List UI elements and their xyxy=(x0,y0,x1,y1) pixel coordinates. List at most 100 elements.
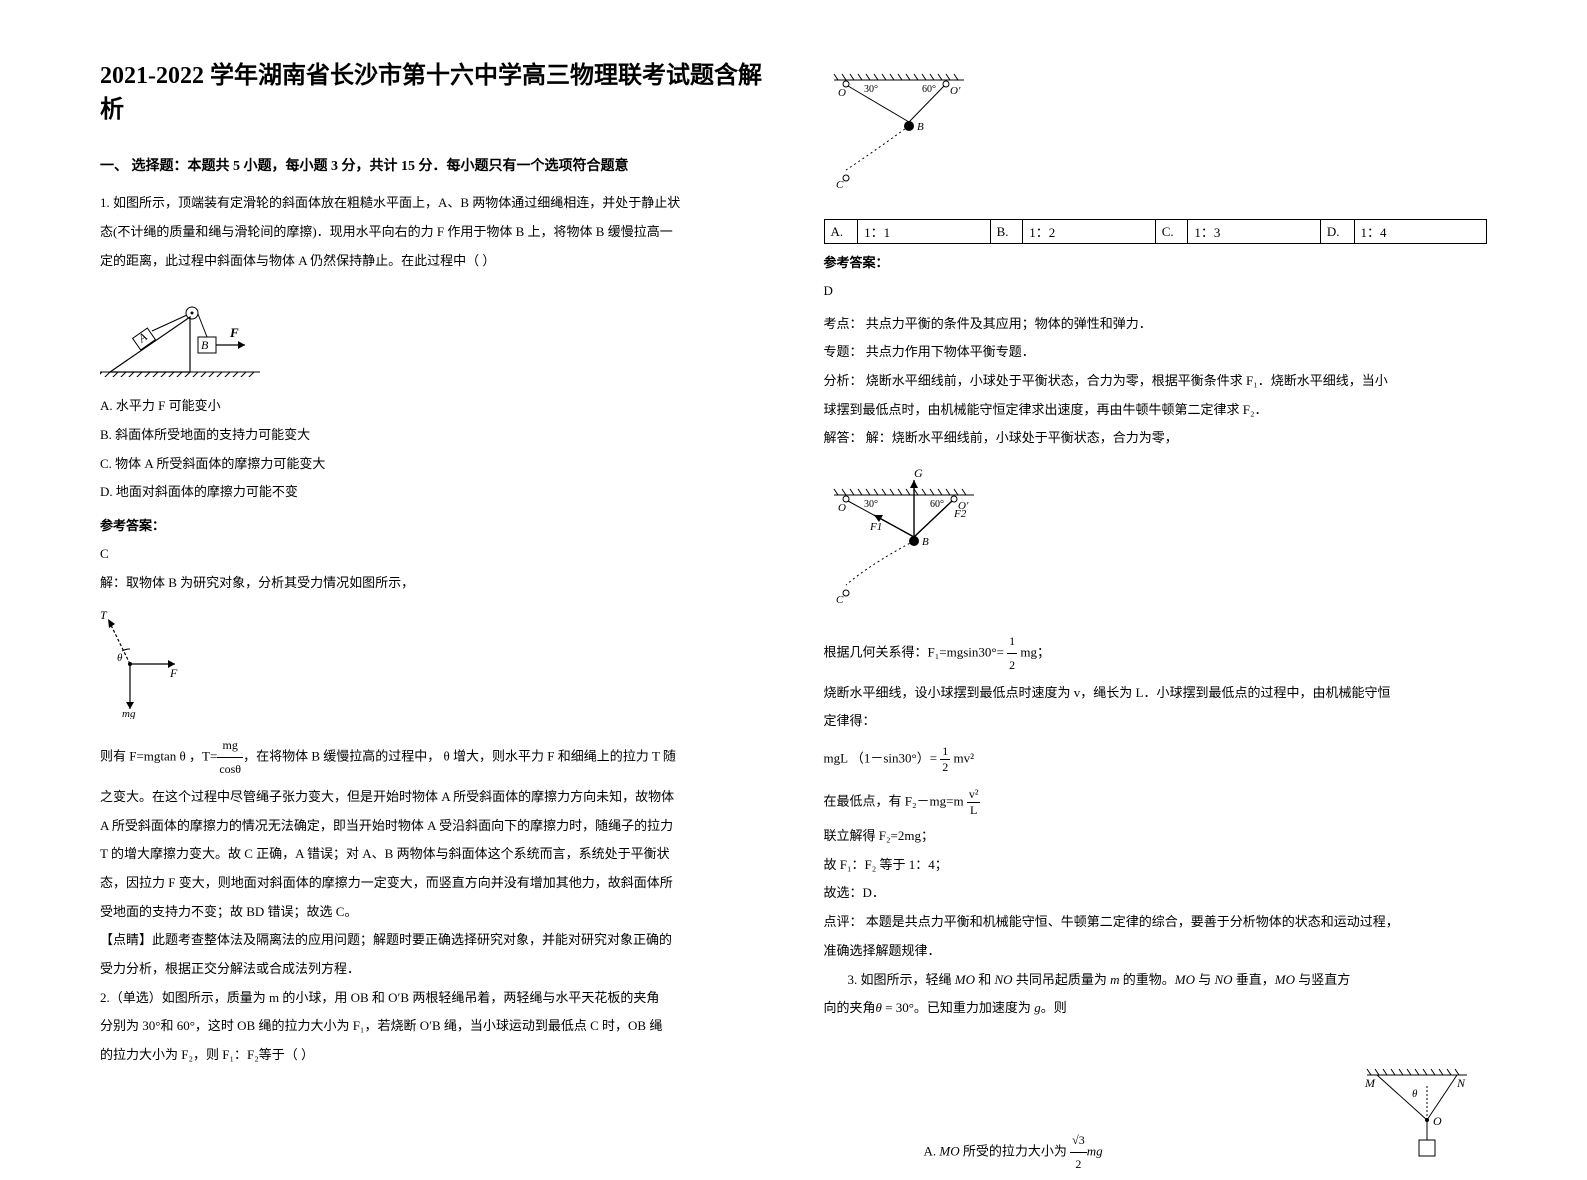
svg-text:A: A xyxy=(135,330,150,347)
svg-text:F2: F2 xyxy=(953,508,967,520)
q3-stem-line: 向的夹角θ = 30°。已知重力加速度为 g。则 xyxy=(824,996,1488,1021)
svg-text:θ: θ xyxy=(1412,1088,1418,1100)
svg-text:θ: θ xyxy=(117,652,123,664)
q1-explanation-line: 则有 F=mgtan θ ，T=mgcosθ，在将物体 B 缓慢拉高的过程中， … xyxy=(100,734,764,781)
svg-text:O: O xyxy=(1433,1114,1442,1128)
svg-text:B: B xyxy=(201,338,209,352)
table-cell: A. xyxy=(824,220,858,244)
q2-explanation-line: 烧断水平细线，设小球摆到最低点时速度为 v，绳长为 L．小球摆到最低点的过程中，… xyxy=(824,681,1488,706)
text-fragment: MO xyxy=(1175,972,1195,987)
q2-formula: mgL （1－sin30°）= 12 mv² xyxy=(824,744,1488,775)
svg-text:F: F xyxy=(169,666,178,680)
denominator: L xyxy=(967,803,981,818)
q2-stem-line: 的拉力大小为 F₂，则 F₁：F₂等于（ ） xyxy=(100,1043,764,1068)
fraction: v²L xyxy=(967,787,981,818)
svg-text:C: C xyxy=(836,179,844,191)
table-cell: 1：4 xyxy=(1354,220,1487,244)
q1-force-diagram: mg F T θ xyxy=(100,609,764,724)
q2-stem-line: 2.（单选）如图所示，质量为 m 的小球，用 OB 和 O′B 两根轻绳吊着，两… xyxy=(100,986,764,1011)
numerator: 1 xyxy=(1007,630,1017,654)
svg-text:mg: mg xyxy=(122,708,136,719)
q2-answer: D xyxy=(824,279,1488,304)
section-1-header: 一、 选择题：本题共 5 小题，每小题 3 分，共计 15 分．每小题只有一个选… xyxy=(100,155,764,175)
q1-explanation-line: T 的增大摩擦力变大。故 C 正确，A 错误；对 A、B 两物体与斜面体这个系统… xyxy=(100,842,764,867)
fraction: mgcosθ xyxy=(217,734,243,781)
text-fragment: 。则 xyxy=(1041,1000,1067,1015)
q2-force-diagram: G O O' 30° 60° B F1 F2 xyxy=(824,465,1488,620)
left-column: 2021-2022 学年湖南省长沙市第十六中学高三物理联考试题含解析 一、 选择… xyxy=(100,60,764,1062)
text-fragment: 的重物。 xyxy=(1119,972,1174,987)
q1-explanation-line: 【点睛】此题考查整体法及隔离法的应用问题；解题时要正确选择研究对象，并能对研究对… xyxy=(100,928,764,953)
text-fragment: 在最低点，有 F₂－mg=m xyxy=(824,794,967,809)
q2-explanation-line: 球摆到最低点时，由机械能守恒定律求出速度，再由牛顿牛顿第二定律求 F₂． xyxy=(824,398,1488,423)
numerator: mg xyxy=(217,734,243,758)
q1-incline-diagram: A B F xyxy=(100,287,764,382)
q1-explanation-line: 受力分析，根据正交分解法或合成法列方程． xyxy=(100,957,764,982)
text-fragment: 向的夹角 xyxy=(824,1000,876,1015)
q2-explanation-line: 根据几何关系得：F₁=mgsin30°= 12 mg； xyxy=(824,630,1488,677)
text-fragment: mgL （1－sin30°）= xyxy=(824,751,941,766)
text-fragment: 3. 如图所示，轻绳 xyxy=(848,972,955,987)
q1-option-a: A. 水平力 F 可能变小 xyxy=(100,394,764,419)
denominator: 2 xyxy=(940,760,950,775)
q1-option-c: C. 物体 A 所受斜面体的摩擦力可能变大 xyxy=(100,452,764,477)
text-fragment: mv² xyxy=(950,751,974,766)
text-fragment: mg xyxy=(1087,1144,1103,1159)
q2-explanation-line: 准确选择解题规律． xyxy=(824,939,1488,964)
q1-option-b: B. 斜面体所受地面的支持力可能变大 xyxy=(100,423,764,448)
svg-text:30°: 30° xyxy=(864,499,878,510)
text-fragment: = 30°。已知重力加速度为 xyxy=(882,1000,1034,1015)
right-column: O O' 30° 60° B C A. 1：1 B. 1：2 C. 1：3 D.… xyxy=(824,60,1488,1062)
q3-option-a: A. MO 所受的拉力大小为 √32mg xyxy=(924,1129,1103,1176)
q1-explanation-line: 之变大。在这个过程中尽管绳子张力变大，但是开始时物体 A 所受斜面体的摩擦力方向… xyxy=(100,785,764,810)
text-fragment: 垂直， xyxy=(1233,972,1275,987)
q2-options-table: A. 1：1 B. 1：2 C. 1：3 D. 1：4 xyxy=(824,219,1488,244)
numerator: v² xyxy=(967,787,981,803)
text-fragment: mg； xyxy=(1017,644,1050,659)
q3-stem-line: 3. 如图所示，轻绳 MO 和 NO 共同吊起质量为 m 的重物。MO 与 NO… xyxy=(848,968,1488,993)
q2-explanation-line: 定律得： xyxy=(824,709,1488,734)
text-fragment: A. xyxy=(924,1144,940,1159)
q1-explanation-line: A 所受斜面体的摩擦力的情况无法确定，即当开始时物体 A 受沿斜面向下的摩擦力时… xyxy=(100,814,764,839)
q1-answer-label: 参考答案： xyxy=(100,515,764,534)
q2-explanation-line: 解答： 解：烧断水平细线前，小球处于平衡状态，合力为零， xyxy=(824,426,1488,451)
svg-text:N: N xyxy=(1456,1076,1466,1090)
text-fragment: 与竖直方 xyxy=(1295,972,1350,987)
q1-explanation-line: 态，因拉力 F 变大，则地面对斜面体的摩擦力一定变大，而竖直方向并没有增加其他力… xyxy=(100,871,764,896)
svg-text:30°: 30° xyxy=(864,84,878,95)
fraction: 12 xyxy=(940,744,950,775)
text-fragment: MO xyxy=(955,972,975,987)
text-fragment: 和 xyxy=(975,972,995,987)
table-cell: C. xyxy=(1155,220,1188,244)
fraction: √32 xyxy=(1070,1129,1087,1176)
q2-explanation-line: 考点： 共点力平衡的条件及其应用；物体的弹性和弹力． xyxy=(824,312,1488,337)
q1-stem-line: 1. 如图所示，顶端装有定滑轮的斜面体放在粗糙水平面上，A、B 两物体通过细绳相… xyxy=(100,191,764,216)
text-fragment: MO xyxy=(1275,972,1295,987)
table-cell: B. xyxy=(990,220,1023,244)
q2-pendulum-diagram: O O' 30° 60° B C xyxy=(824,70,1488,205)
q1-explanation-line: 受地面的支持力不变；故 BD 错误；故选 C。 xyxy=(100,900,764,925)
q1-explanation-line: 解：取物体 B 为研究对象，分析其受力情况如图所示， xyxy=(100,571,764,596)
q2-explanation-line: 联立解得 F₂=2mg； xyxy=(824,824,1488,849)
text-fragment: ，在将物体 B 缓慢拉高的过程中， θ 增大，则水平力 F 和细绳上的拉力 T … xyxy=(243,749,676,764)
table-cell: 1：1 xyxy=(858,220,991,244)
q2-explanation-line: 故选：D． xyxy=(824,881,1488,906)
svg-text:F: F xyxy=(229,325,239,340)
text-fragment: 根据几何关系得：F₁=mgsin30°= xyxy=(824,644,1008,659)
svg-text:T: T xyxy=(100,609,108,622)
q1-option-d: D. 地面对斜面体的摩擦力可能不变 xyxy=(100,480,764,505)
q1-stem-line: 定的距离，此过程中斜面体与物体 A 仍然保持静止。在此过程中（ ） xyxy=(100,249,764,274)
svg-text:O': O' xyxy=(950,85,961,97)
q3-mn-diagram: M N θ O xyxy=(1357,1065,1477,1170)
numerator: 1 xyxy=(940,744,950,760)
svg-text:M: M xyxy=(1364,1076,1376,1090)
text-fragment: NO xyxy=(995,972,1013,987)
q2-formula: 在最低点，有 F₂－mg=m v²L xyxy=(824,787,1488,818)
svg-text:60°: 60° xyxy=(930,499,944,510)
text-fragment: 所受的拉力大小为 xyxy=(960,1144,1071,1159)
svg-text:C: C xyxy=(836,594,844,606)
denominator: cosθ xyxy=(217,758,243,781)
text-fragment: 则有 F=mgtan θ ，T= xyxy=(100,749,217,764)
text-fragment: 与 xyxy=(1195,972,1215,987)
svg-text:O: O xyxy=(838,87,846,99)
